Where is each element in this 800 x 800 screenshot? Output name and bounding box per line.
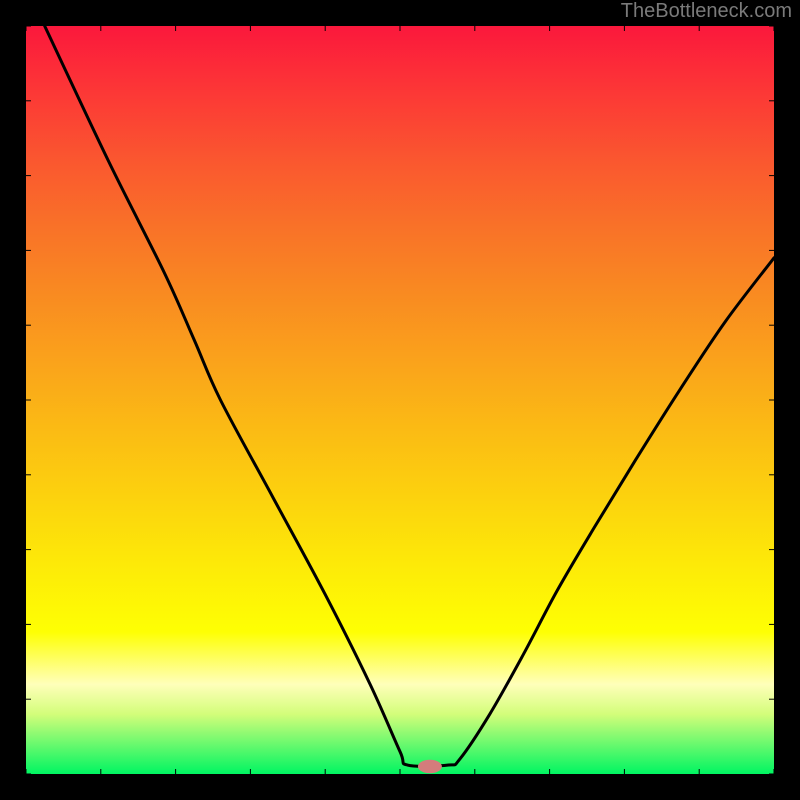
bottleneck-curve — [45, 26, 774, 766]
figure-container: TheBottleneck.com — [0, 0, 800, 800]
tick-marks — [26, 26, 774, 774]
watermark-text: TheBottleneck.com — [621, 0, 792, 23]
plot-svg — [26, 26, 774, 774]
valley-marker — [418, 760, 442, 773]
plot-area — [26, 26, 774, 774]
